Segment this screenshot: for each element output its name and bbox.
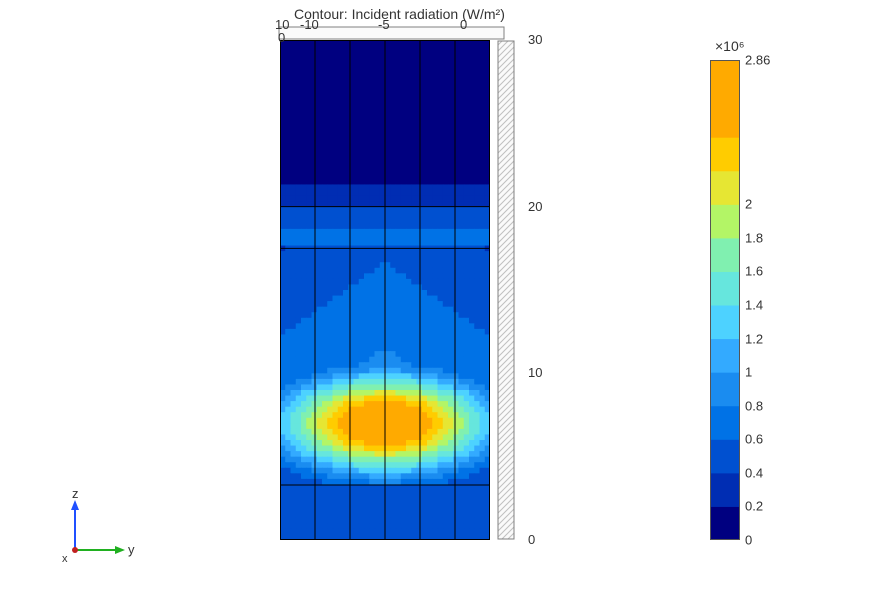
colorbar-tick-label: 2 bbox=[745, 197, 752, 212]
colorbar-tick-label: 1.4 bbox=[745, 298, 763, 313]
top-axis-label: -10 bbox=[300, 17, 319, 32]
colorbar-tick-label: 0 bbox=[745, 533, 752, 548]
axis-x-label: x bbox=[62, 553, 68, 565]
colorbar-tick-label: 0.8 bbox=[745, 398, 763, 413]
axis-y-label: y bbox=[128, 542, 135, 557]
colorbar-tick-label: 1.2 bbox=[745, 331, 763, 346]
colorbar-tick-label: 1 bbox=[745, 365, 752, 380]
z-tick-label: 30 bbox=[528, 32, 542, 47]
z-tick-label: 0 bbox=[528, 532, 535, 547]
axis-indicator: z y x bbox=[60, 490, 140, 570]
colorbar-tick-label: 0.2 bbox=[745, 499, 763, 514]
side-panel bbox=[497, 40, 515, 540]
contour-plot bbox=[280, 40, 490, 540]
axis-z-label: z bbox=[72, 490, 79, 501]
plot-title: Contour: Incident radiation (W/m²) bbox=[294, 6, 505, 22]
top-zero-label: 0 bbox=[278, 30, 285, 45]
colorbar-tick-label: 1.8 bbox=[745, 230, 763, 245]
z-tick-label: 20 bbox=[528, 199, 542, 214]
contour-svg bbox=[280, 40, 490, 540]
colorbar-tick-label: 2.86 bbox=[745, 53, 770, 68]
top-axis-label: -5 bbox=[378, 17, 390, 32]
top-axis-label: 10 bbox=[275, 17, 289, 32]
colorbar-exponent: ×10⁶ bbox=[715, 38, 745, 54]
colorbar-tick-label: 1.6 bbox=[745, 264, 763, 279]
colorbar: 2.8621.81.61.41.210.80.60.40.20 bbox=[710, 60, 740, 540]
z-tick-label: 10 bbox=[528, 365, 542, 380]
colorbar-svg bbox=[710, 60, 740, 540]
colorbar-tick-label: 0.6 bbox=[745, 432, 763, 447]
colorbar-tick-label: 0.4 bbox=[745, 465, 763, 480]
top-axis-label: 0 bbox=[460, 17, 467, 32]
